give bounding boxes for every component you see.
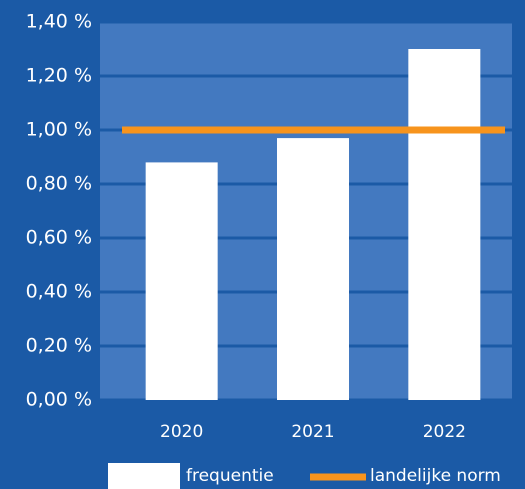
y-tick-label: 1,00 %	[26, 119, 92, 141]
y-tick-label: 0,00 %	[26, 389, 92, 411]
x-tick-label: 2021	[291, 422, 334, 442]
legend-label: frequentie	[186, 466, 274, 486]
x-tick-label: 2022	[423, 422, 466, 442]
y-tick-label: 0,60 %	[26, 227, 92, 249]
bar	[277, 138, 349, 400]
y-tick-label: 0,80 %	[26, 173, 92, 195]
x-tick-label: 2020	[160, 422, 203, 442]
bar	[145, 162, 218, 400]
legend-swatch	[108, 463, 180, 489]
y-tick-label: 1,40 %	[26, 11, 92, 33]
bar	[408, 49, 481, 400]
y-tick-label: 1,20 %	[26, 65, 92, 87]
y-tick-label: 0,20 %	[26, 335, 92, 357]
legend-label: landelijke norm	[370, 466, 501, 486]
y-tick-label: 0,40 %	[26, 281, 92, 303]
